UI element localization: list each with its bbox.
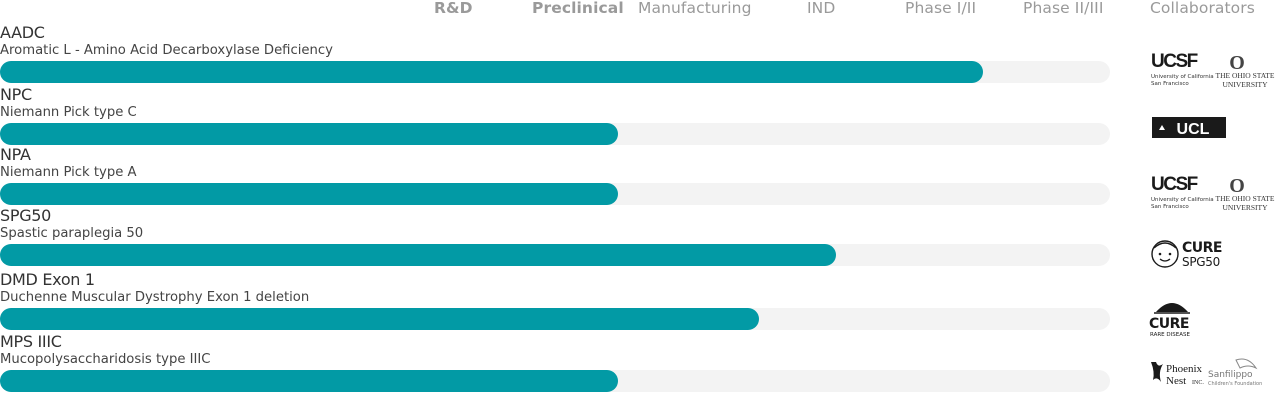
program-full-name: Niemann Pick type A <box>0 165 137 180</box>
stage-header-ind: IND <box>807 0 836 17</box>
collaborators-header: Collaborators <box>1150 0 1255 17</box>
collaborator-logos: UCL <box>1148 117 1276 177</box>
program-full-name: Spastic paraplegia 50 <box>0 226 144 241</box>
program-name: NPA <box>0 145 31 164</box>
progress-bar <box>0 61 983 83</box>
program-name: SPG50 <box>0 206 52 225</box>
ucsf-logo-line1: University of California <box>1151 74 1214 80</box>
program-name: NPC <box>0 85 32 104</box>
progress-bar <box>0 183 618 205</box>
cure-rare-logo-text: CURE <box>1149 316 1189 332</box>
progress-bar <box>0 244 836 266</box>
program-full-name: Niemann Pick type C <box>0 105 137 120</box>
ucsf-osu-logos: UCSF University of California San Franci… <box>1151 174 1275 212</box>
progress-track <box>0 308 1110 330</box>
ucsf-logo-text: UCSF <box>1151 174 1198 195</box>
spg50-logo-text: SPG50 <box>1182 255 1220 269</box>
smiling-face-icon <box>1151 240 1179 268</box>
progress-bar <box>0 370 618 392</box>
progress-track <box>0 370 1110 392</box>
program-name: AADC <box>0 23 45 42</box>
cure-logo-text: CURE <box>1182 240 1222 256</box>
program-name: MPS IIIC <box>0 332 62 351</box>
collaborator-logos: UCSF University of California San Franci… <box>1148 47 1276 107</box>
osu-logo-line2: UNIVERSITY <box>1223 203 1269 212</box>
progress-track <box>0 61 1110 83</box>
collaborator-logos: UCSF University of California San Franci… <box>1148 170 1276 230</box>
osu-logo-line1: THE OHIO STATE <box>1216 71 1275 80</box>
progress-track <box>0 244 1110 266</box>
osu-logo-line1: THE OHIO STATE <box>1216 194 1275 203</box>
cure-spg50-logo: CURE SPG50 <box>1151 240 1223 269</box>
collaborator-logos: CURE SPG50 <box>1148 236 1276 296</box>
program-name: DMD Exon 1 <box>0 270 95 289</box>
progress-track <box>0 123 1110 145</box>
program-full-name: Duchenne Muscular Dystrophy Exon 1 delet… <box>0 290 310 305</box>
osu-block-o: O <box>1229 175 1245 197</box>
program-full-name: Mucopolysaccharidosis type IIIC <box>0 352 211 367</box>
sanfilippo-swirl-icon <box>1235 358 1258 370</box>
stage-header-manufacturing: Manufacturing <box>638 0 752 17</box>
phoenix-sanfilippo-logos: Phoenix Nest INC. Sanfilippo Children's … <box>1151 358 1262 387</box>
sanfilippo-sub-text: Children's Foundation <box>1208 381 1262 387</box>
progress-track <box>0 183 1110 205</box>
progress-bar <box>0 308 759 330</box>
stage-header-phase-1-2: Phase I/II <box>905 0 977 17</box>
progress-bar <box>0 123 618 145</box>
ucsf-logo-line1: University of California <box>1151 197 1214 203</box>
collaborator-logos: Phoenix Nest INC. Sanfilippo Children's … <box>1148 358 1276 418</box>
osu-block-o: O <box>1229 52 1245 74</box>
nest-logo-text: Nest <box>1166 375 1186 387</box>
ucl-logo: UCL <box>1152 117 1226 138</box>
sanfilippo-logo-text: Sanfilippo <box>1208 370 1253 380</box>
stage-header-rd: R&D <box>434 0 473 17</box>
cure-rare-disease-icon <box>1156 303 1188 312</box>
cure-rare-disease-logo: CURE RARE DISEASE <box>1149 303 1190 338</box>
ucsf-osu-logos: UCSF University of California San Franci… <box>1151 51 1275 89</box>
ucsf-logo-line2: San Francisco <box>1151 204 1189 210</box>
ucsf-logo-line2: San Francisco <box>1151 81 1189 87</box>
inc-logo-text: INC. <box>1192 380 1204 386</box>
ucsf-logo-text: UCSF <box>1151 51 1198 72</box>
ucl-dome-icon <box>1159 125 1165 130</box>
stage-header-preclinical: Preclinical <box>532 0 624 17</box>
stage-header-phase-2-3: Phase II/III <box>1023 0 1104 17</box>
phoenix-logo-text: Phoenix <box>1166 363 1203 375</box>
ucl-logo-text: UCL <box>1177 121 1210 138</box>
phoenix-bird-icon <box>1151 362 1163 382</box>
rare-disease-logo-text: RARE DISEASE <box>1150 332 1190 338</box>
osu-logo-line2: UNIVERSITY <box>1223 80 1269 89</box>
collaborator-logos: CURE RARE DISEASE <box>1148 296 1276 356</box>
program-full-name: Aromatic L - Amino Acid Decarboxylase De… <box>0 43 333 58</box>
